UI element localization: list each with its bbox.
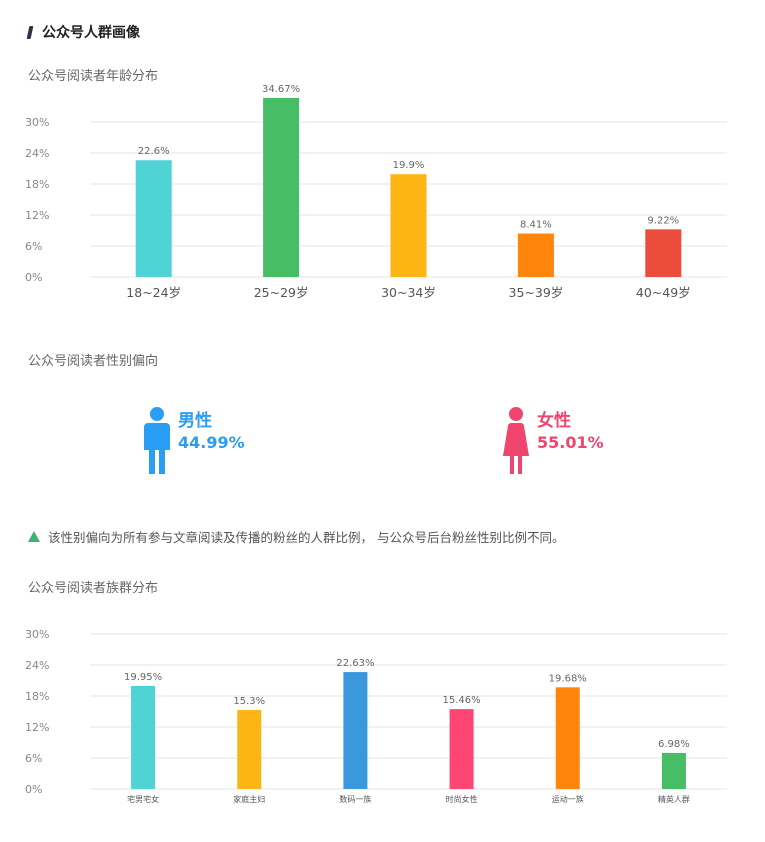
bar-value-label: 19.68%: [549, 673, 587, 684]
gender-note: 该性别偏向为所有参与文章阅读及传播的粉丝的人群比例， 与公众号后台粉丝性别比例不…: [28, 527, 564, 546]
group-chart-title: 公众号阅读者族群分布: [28, 581, 159, 596]
bar-value-label: 9.22%: [647, 215, 679, 226]
male-label: 男性: [178, 411, 212, 431]
bar: [449, 709, 474, 789]
gender-male: 男性 44.99%: [144, 406, 245, 476]
category-label: 40~49岁: [636, 285, 691, 300]
bar: [517, 233, 554, 277]
category-label: 30~34岁: [381, 285, 436, 300]
bar: [263, 97, 300, 277]
y-tick-label: 30%: [25, 628, 49, 641]
bar-value-label: 34.67%: [262, 84, 300, 95]
bar-value-label: 19.95%: [124, 672, 162, 683]
gender-female: 女性 55.01%: [503, 406, 604, 476]
y-tick-label: 6%: [25, 752, 42, 765]
y-tick-label: 24%: [25, 147, 49, 160]
gender-note-text: 该性别偏向为所有参与文章阅读及传播的粉丝的人群比例， 与公众号后台粉丝性别比例不…: [48, 530, 565, 545]
bar: [645, 229, 682, 277]
female-percent: 55.01%: [537, 433, 604, 452]
age-chart-title: 公众号阅读者年龄分布: [28, 69, 159, 84]
y-tick-label: 12%: [25, 209, 49, 222]
category-label: 25~29岁: [254, 285, 309, 300]
bar: [343, 672, 368, 789]
bar: [131, 685, 156, 789]
y-tick-label: 0%: [25, 271, 42, 284]
gender-section-title: 公众号阅读者性别偏向: [28, 354, 159, 369]
bar: [390, 174, 427, 277]
page-title-text: 公众号人群画像: [42, 25, 140, 41]
bar: [135, 160, 172, 277]
y-tick-label: 6%: [25, 240, 42, 253]
bar-value-label: 8.41%: [520, 220, 552, 231]
bar-value-label: 22.6%: [138, 146, 170, 157]
page-title: 公众号人群画像: [26, 22, 140, 42]
female-person-icon: [503, 407, 529, 474]
category-label: 数码一族: [339, 794, 371, 804]
male-percent: 44.99%: [178, 433, 245, 452]
y-tick-label: 30%: [25, 116, 49, 129]
bar: [661, 752, 686, 789]
y-tick-label: 12%: [25, 721, 49, 734]
y-tick-label: 24%: [25, 659, 49, 672]
bar-value-label: 15.46%: [443, 695, 481, 706]
bar-value-label: 6.98%: [658, 739, 690, 750]
bar-value-label: 22.63%: [336, 658, 374, 669]
category-label: 时尚女性: [446, 794, 478, 804]
male-person-icon: [144, 407, 170, 474]
y-tick-label: 18%: [25, 178, 49, 191]
category-label: 宅男宅女: [127, 794, 159, 804]
bar-value-label: 15.3%: [233, 696, 265, 707]
female-label: 女性: [537, 411, 571, 431]
bar: [555, 687, 580, 789]
bar-value-label: 19.9%: [393, 160, 425, 171]
category-label: 家庭主妇: [233, 794, 265, 804]
category-label: 运动一族: [552, 794, 584, 804]
category-label: 精英人群: [658, 794, 690, 804]
age-bar-chart: 0% 6% 12% 18% 24% 30% 22.6% 18~24岁 34.67% 25~29岁 1…: [25, 84, 727, 300]
y-tick-label: 0%: [25, 783, 42, 796]
bar: [237, 709, 262, 789]
y-tick-label: 18%: [25, 690, 49, 703]
green-triangle-icon: [28, 531, 40, 542]
category-label: 18~24岁: [126, 285, 181, 300]
category-label: 35~39岁: [509, 285, 564, 300]
